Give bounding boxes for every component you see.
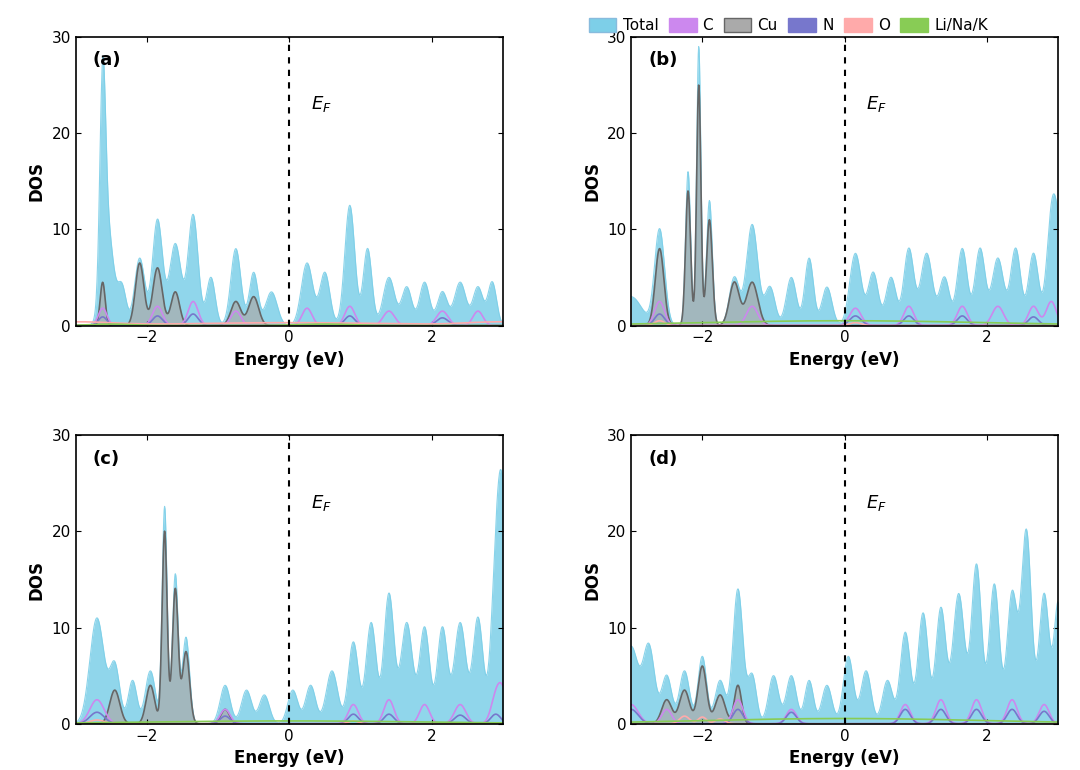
X-axis label: Energy (eV): Energy (eV) bbox=[789, 351, 900, 369]
X-axis label: Energy (eV): Energy (eV) bbox=[234, 749, 345, 767]
Y-axis label: DOS: DOS bbox=[583, 161, 602, 201]
Text: $E_F$: $E_F$ bbox=[311, 493, 332, 513]
Text: $E_F$: $E_F$ bbox=[866, 493, 887, 513]
X-axis label: Energy (eV): Energy (eV) bbox=[789, 749, 900, 767]
Y-axis label: DOS: DOS bbox=[28, 161, 45, 201]
Text: (a): (a) bbox=[93, 52, 121, 69]
Text: $E_F$: $E_F$ bbox=[866, 94, 887, 114]
Text: (d): (d) bbox=[648, 450, 677, 467]
Y-axis label: DOS: DOS bbox=[583, 560, 602, 600]
Text: (b): (b) bbox=[648, 52, 677, 69]
Legend: Total, C, Cu, N, O, Li/Na/K: Total, C, Cu, N, O, Li/Na/K bbox=[583, 12, 994, 39]
Text: (c): (c) bbox=[93, 450, 120, 467]
Text: $E_F$: $E_F$ bbox=[311, 94, 332, 114]
X-axis label: Energy (eV): Energy (eV) bbox=[234, 351, 345, 369]
Y-axis label: DOS: DOS bbox=[28, 560, 45, 600]
